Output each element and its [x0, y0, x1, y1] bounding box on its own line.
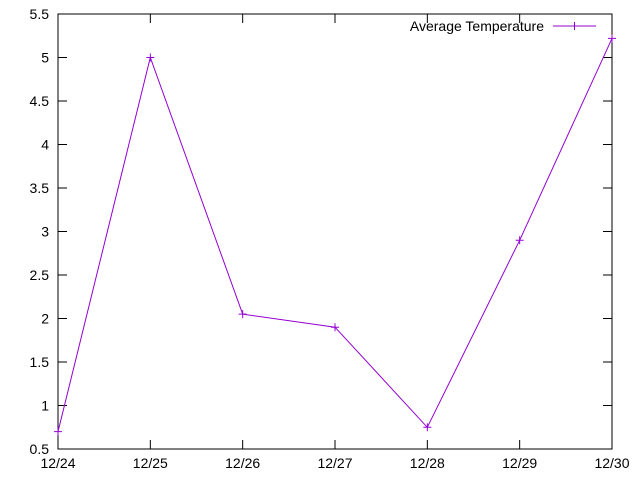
legend-label: Average Temperature	[410, 18, 544, 34]
y-tick-label: 0.5	[30, 441, 50, 457]
data-point-marker	[608, 34, 616, 43]
legend-marker	[570, 22, 579, 30]
x-tick-label: 12/30	[594, 455, 629, 471]
series-layer	[54, 34, 616, 436]
y-tick-label: 3.5	[30, 180, 50, 196]
plot-frame	[57, 13, 613, 450]
y-tick-label: 4	[41, 137, 49, 153]
y-tick-label: 2	[41, 311, 49, 327]
y-tick-label: 1	[41, 398, 49, 414]
y-tick-label: 5	[41, 50, 49, 66]
data-point-marker	[146, 53, 155, 62]
series-line	[57, 38, 613, 432]
data-point-marker	[238, 310, 247, 319]
y-tick-label: 4.5	[30, 93, 50, 109]
data-point-marker	[54, 427, 62, 436]
x-tick-label: 12/28	[410, 455, 445, 471]
y-tick-label: 5.5	[30, 6, 50, 22]
x-tick-label: 12/27	[317, 455, 352, 471]
x-tick-label: 12/29	[502, 455, 537, 471]
x-tick-label: 12/25	[133, 455, 168, 471]
x-tick-label: 12/24	[40, 455, 75, 471]
data-point-marker	[331, 323, 339, 332]
y-tick-label: 3	[41, 224, 49, 240]
x-tick-label: 12/26	[225, 455, 260, 471]
y-tick-label: 1.5	[30, 354, 50, 370]
legend: Average Temperature	[410, 18, 596, 34]
axis-ticks: 0.5 1 1.5 2 2.5 3 3.5 4 4.5 5 5.5 12/24 12/25 12/26 12…	[30, 6, 630, 471]
y-tick-label: 2.5	[30, 267, 50, 283]
data-point-marker	[423, 423, 432, 432]
data-point-marker	[515, 236, 524, 245]
